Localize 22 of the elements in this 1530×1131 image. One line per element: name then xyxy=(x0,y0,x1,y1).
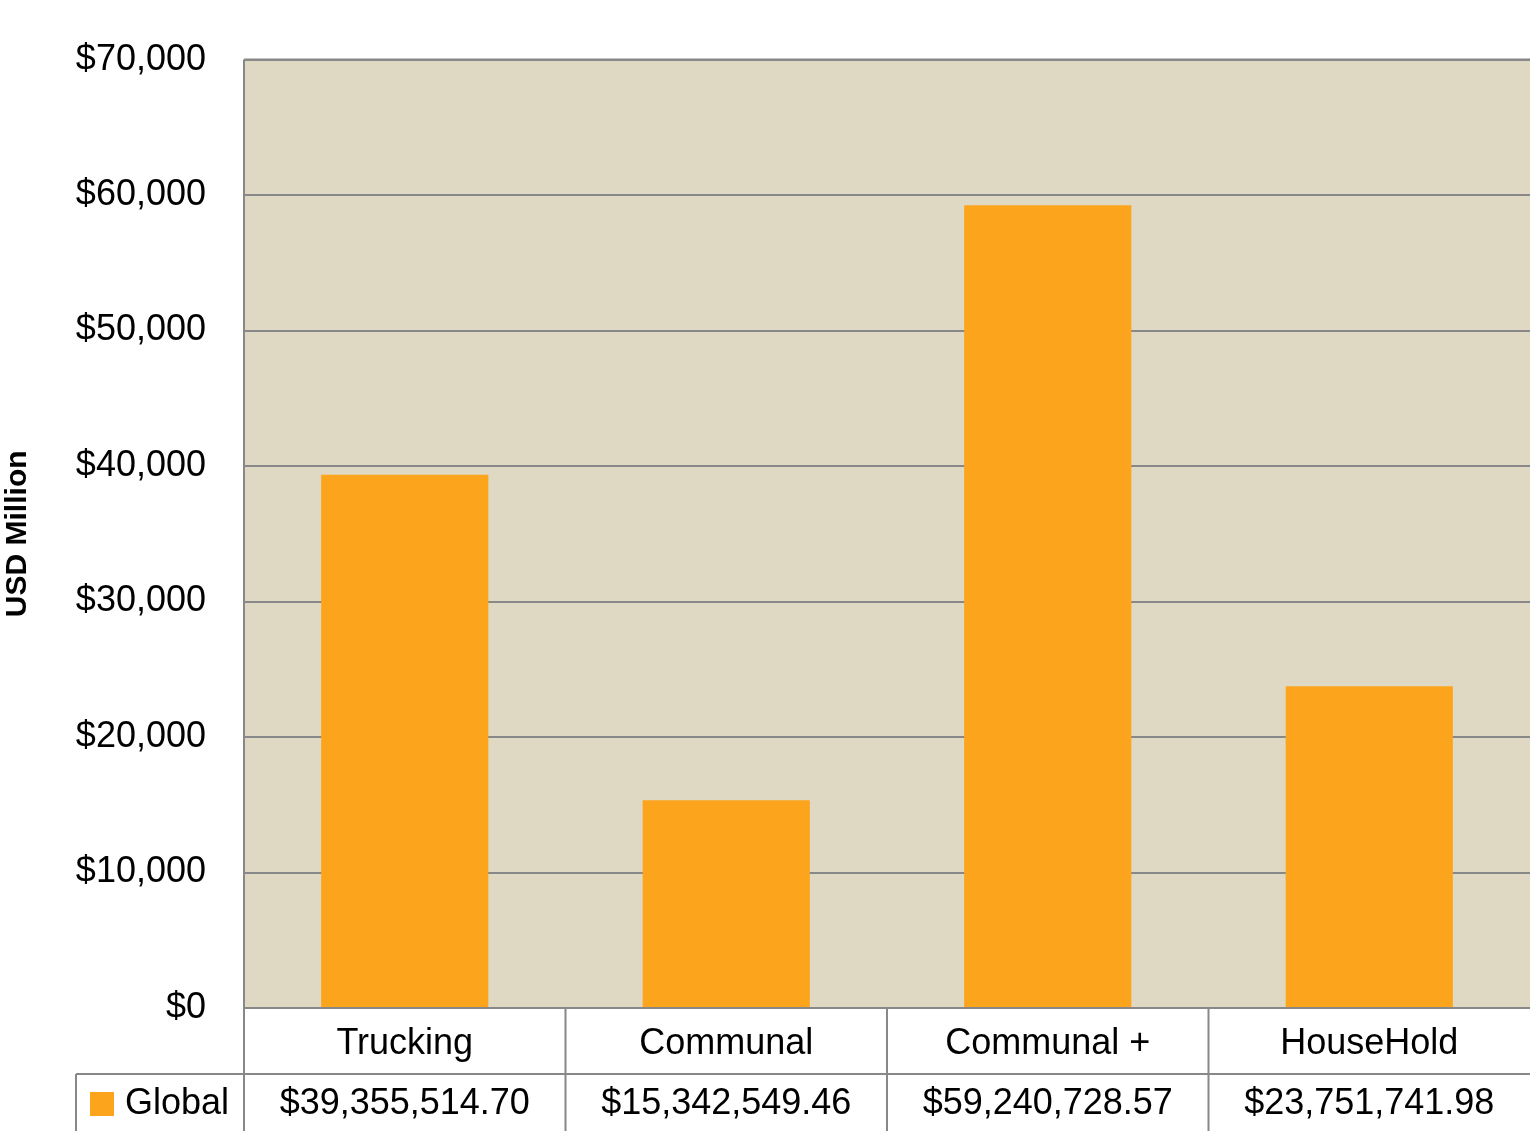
y-tick-label: $50,000 xyxy=(75,307,206,349)
y-tick-label: $20,000 xyxy=(75,713,206,755)
y-tick-label: $60,000 xyxy=(75,172,206,214)
legend-label: Global xyxy=(125,1080,230,1122)
bar xyxy=(321,474,489,1007)
x-tick-label: Trucking xyxy=(336,1020,474,1062)
bar xyxy=(1285,686,1453,1007)
y-tick-label: $30,000 xyxy=(75,578,206,620)
y-tick-label: $40,000 xyxy=(75,442,206,484)
x-tick-label: HouseHold xyxy=(1280,1020,1459,1062)
y-axis-title: USD Million xyxy=(0,450,33,618)
x-tick-label: Communal xyxy=(639,1020,814,1062)
text: $23,751,741.98 xyxy=(1244,1080,1495,1122)
y-tick-label: $0 xyxy=(165,984,206,1026)
bar xyxy=(642,800,810,1007)
text: $59,240,728.57 xyxy=(922,1080,1173,1122)
y-tick-label: $10,000 xyxy=(75,849,206,891)
text: $15,342,549.46 xyxy=(601,1080,852,1122)
y-tick-label: $70,000 xyxy=(75,36,206,78)
text: $39,355,514.70 xyxy=(279,1080,530,1122)
bar xyxy=(964,205,1132,1007)
x-tick-label: Communal + xyxy=(945,1020,1151,1062)
